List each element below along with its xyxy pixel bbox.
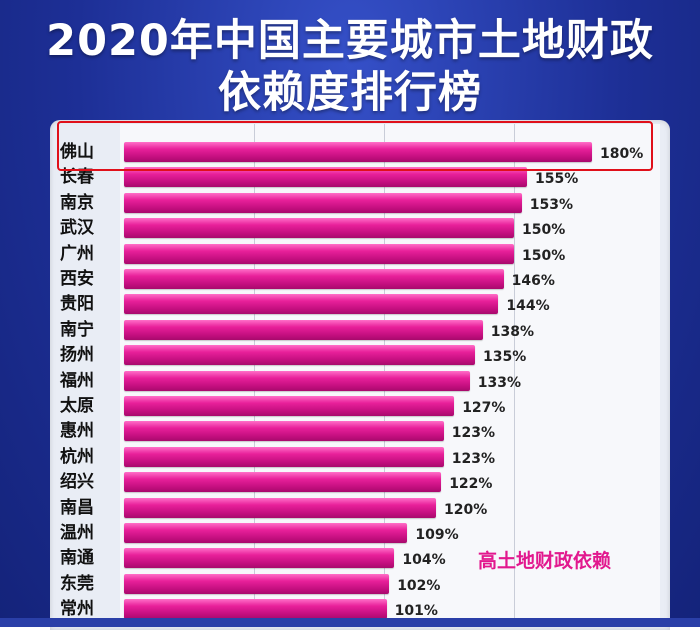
bar (124, 192, 522, 213)
data-label: 122% (449, 476, 493, 493)
data-label: 180% (600, 146, 644, 162)
bar (124, 497, 436, 518)
bar (124, 446, 444, 467)
data-label: 104% (402, 552, 446, 569)
category-label: 扬州 (60, 345, 94, 366)
data-label: 120% (444, 501, 488, 518)
bottom-strip (0, 618, 700, 627)
bar (124, 573, 390, 594)
category-label: 南通 (60, 548, 94, 569)
bar (124, 294, 499, 315)
data-label: 150% (522, 247, 566, 264)
bar (124, 167, 527, 188)
category-label: 南宁 (60, 319, 94, 340)
category-label: 福州 (60, 370, 94, 391)
bar (124, 142, 592, 162)
highlight-box-foshan (57, 121, 653, 171)
gridline (514, 124, 515, 627)
data-label: 146% (511, 273, 555, 289)
category-label: 南昌 (60, 497, 94, 518)
category-label: 广州 (60, 243, 94, 264)
data-label: 123% (451, 450, 496, 467)
category-label: 绍兴 (60, 472, 94, 493)
category-label: 温州 (60, 523, 94, 543)
data-label: 127% (462, 400, 506, 416)
bar (124, 472, 442, 493)
data-label: 101% (394, 603, 438, 620)
bar (124, 396, 455, 416)
bar (124, 599, 387, 620)
category-label: 杭州 (60, 446, 94, 467)
data-label: 153% (529, 196, 574, 213)
bar (124, 218, 514, 239)
bar (124, 269, 504, 289)
data-label: 150% (522, 222, 566, 239)
category-label: 南京 (60, 192, 94, 213)
chart-title-line1: 2020年中国主要城市土地财政 (46, 16, 654, 66)
data-label: 133% (477, 374, 522, 391)
bar (124, 370, 470, 391)
data-label: 135% (483, 349, 527, 366)
data-label: 123% (451, 425, 496, 442)
chart-title-line2: 依赖度排行榜 (218, 68, 482, 118)
data-label: 102% (397, 577, 441, 594)
category-label: 佛山 (60, 142, 94, 162)
data-label: 144% (506, 298, 550, 315)
category-label: 太原 (60, 396, 94, 416)
category-label: 武汉 (60, 218, 94, 239)
bar (124, 523, 408, 543)
data-label: 109% (415, 527, 459, 543)
category-label: 东莞 (60, 573, 94, 594)
category-label: 西安 (60, 269, 94, 289)
bar (124, 421, 444, 442)
bar (124, 548, 395, 569)
data-label: 155% (535, 171, 579, 188)
bar (124, 243, 514, 264)
data-label: 138% (490, 323, 535, 340)
category-label: 常州 (60, 599, 94, 620)
category-label: 长春 (60, 167, 94, 188)
bar (124, 345, 475, 366)
annotation-label: 高土地财政依赖 (478, 550, 612, 572)
category-label: 惠州 (60, 421, 94, 442)
category-label: 贵阳 (60, 294, 94, 315)
bar (124, 319, 483, 340)
